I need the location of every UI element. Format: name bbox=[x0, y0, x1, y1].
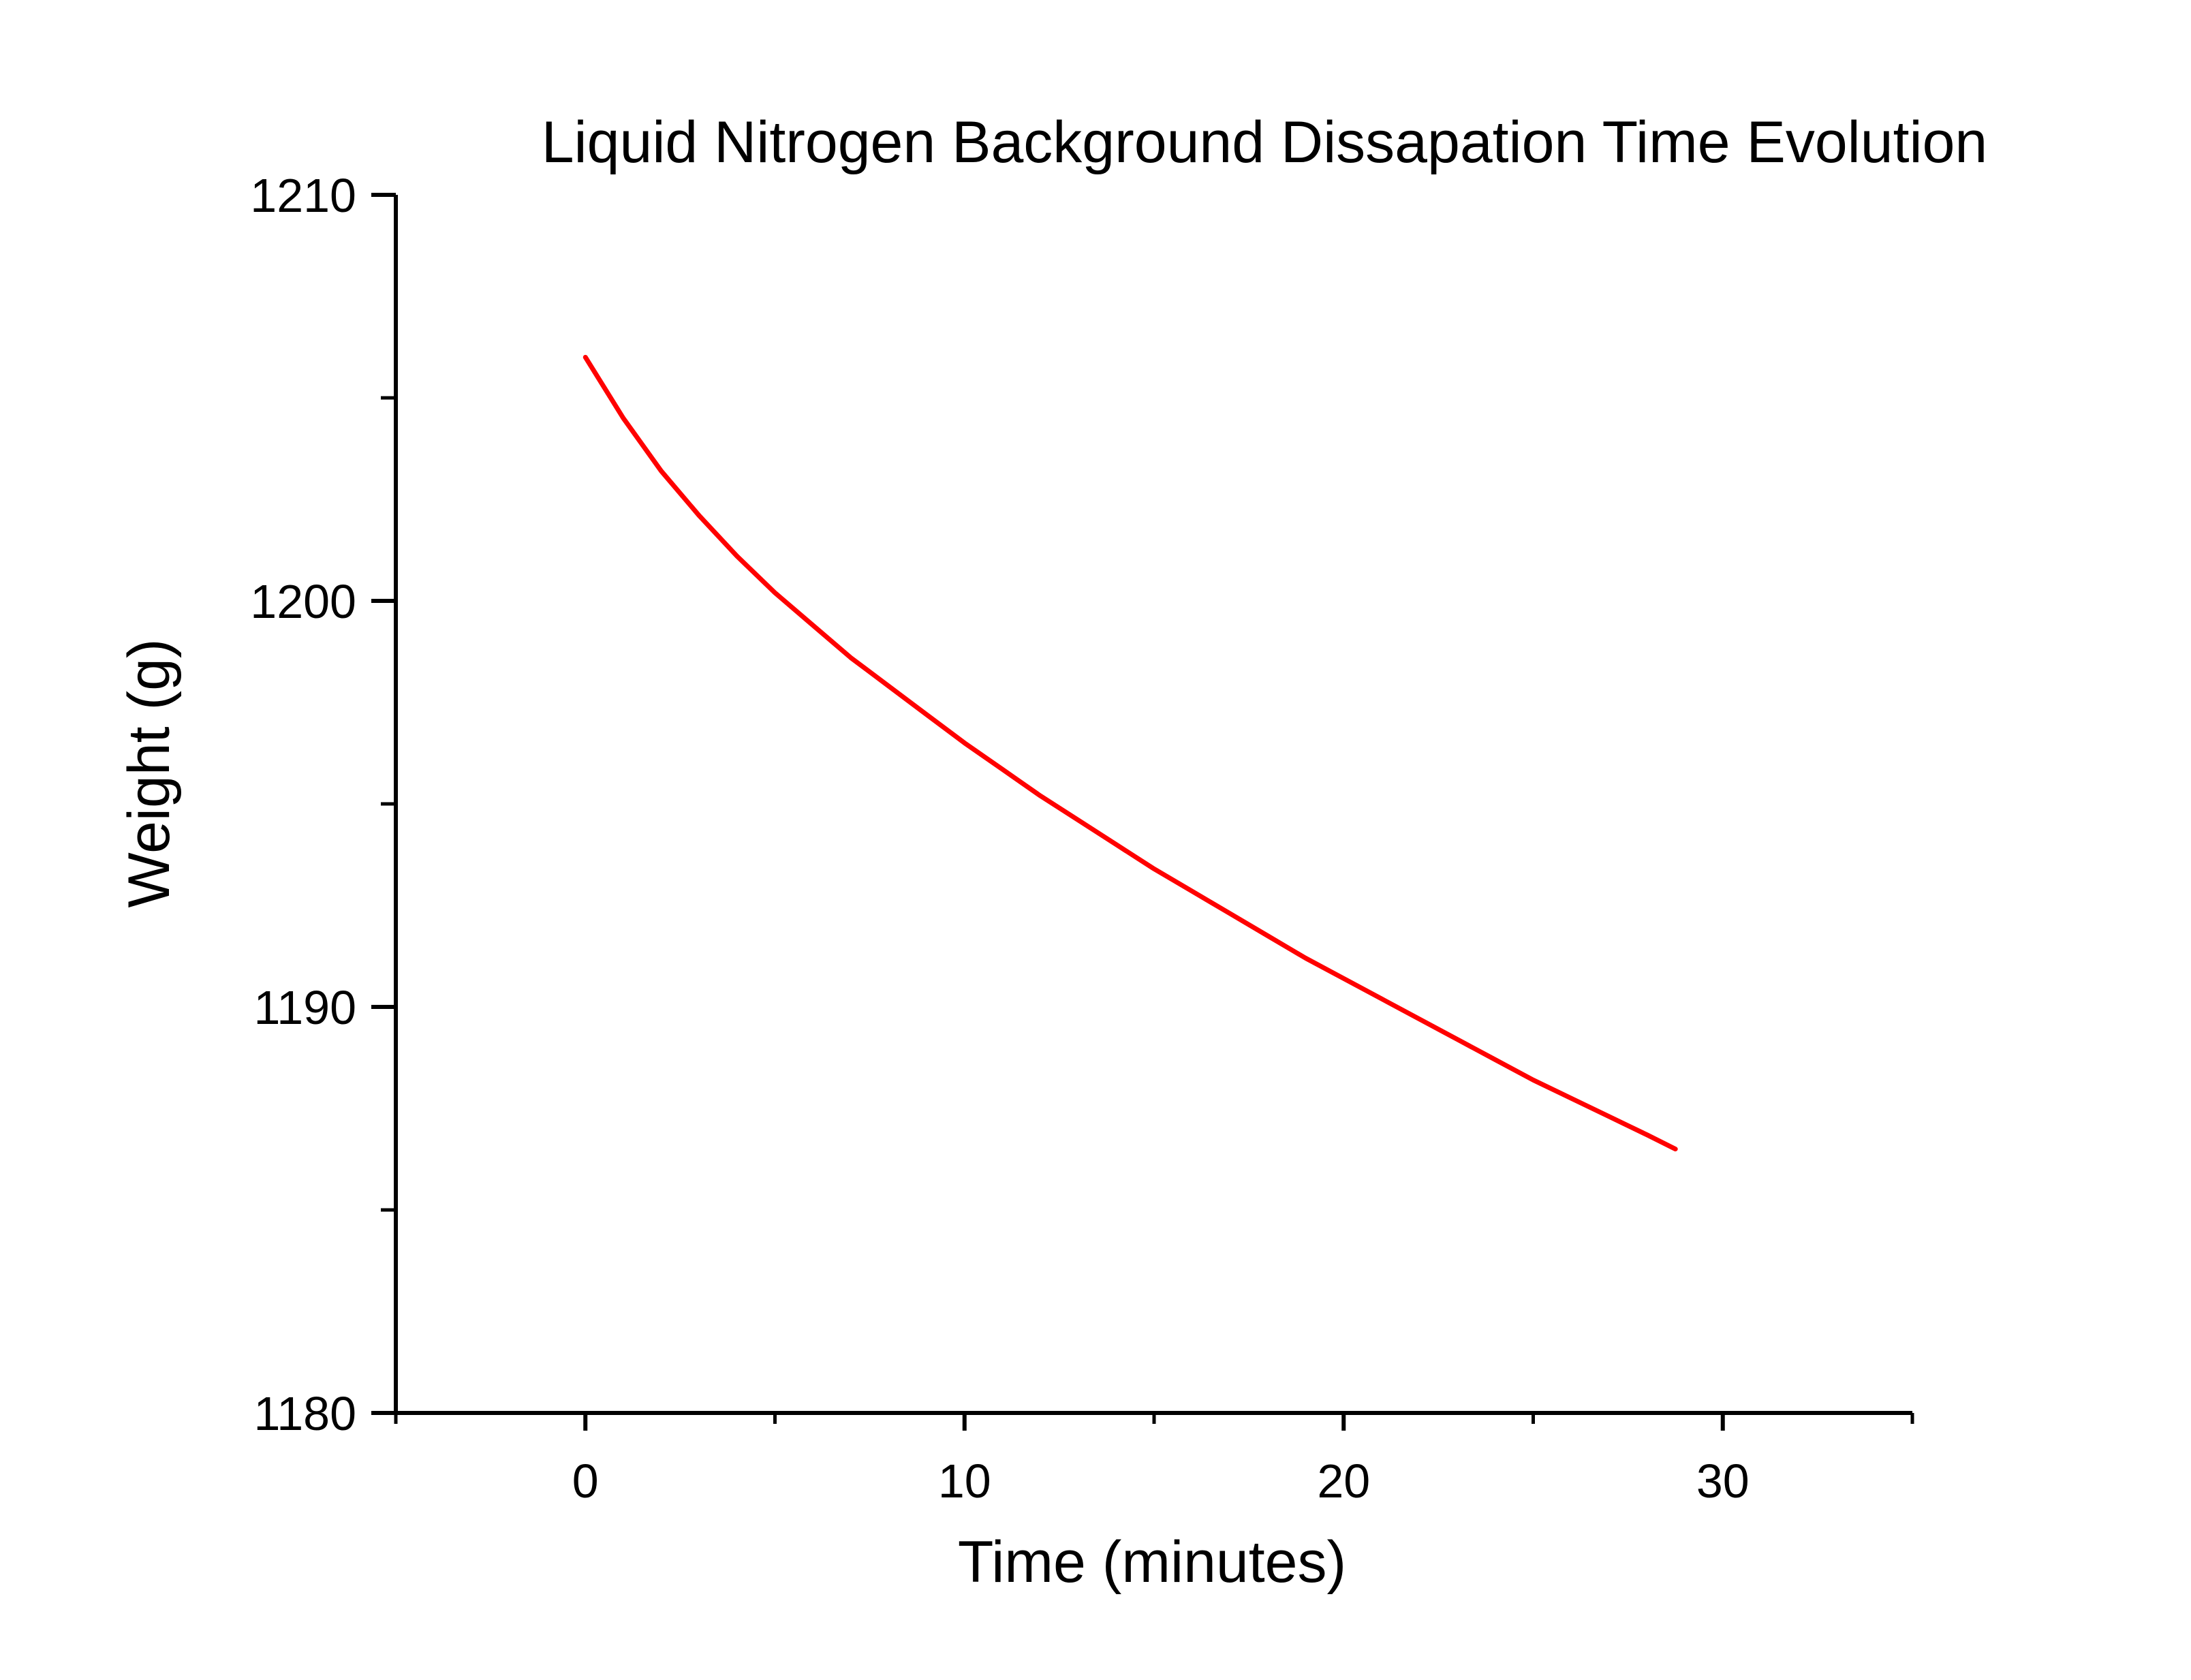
x-tick-label: 30 bbox=[1696, 1455, 1750, 1508]
y-tick-label: 1210 bbox=[250, 169, 356, 222]
x-axis-label: Time (minutes) bbox=[958, 1529, 1346, 1595]
chart-title: Liquid Nitrogen Background Dissapation T… bbox=[542, 110, 1988, 175]
x-tick-label: 10 bbox=[938, 1455, 991, 1508]
axes: 0 10 20 30 1180 1190 1200 1210 bbox=[250, 169, 1914, 1508]
y-tick-label: 1190 bbox=[253, 981, 356, 1034]
y-tick-label: 1200 bbox=[250, 575, 356, 628]
x-tick-label: 0 bbox=[572, 1455, 599, 1508]
x-tick-label: 20 bbox=[1317, 1455, 1370, 1508]
y-axis-label: Weight (g) bbox=[116, 638, 182, 907]
series-line bbox=[582, 354, 1678, 1152]
y-tick-label: 1180 bbox=[253, 1387, 356, 1440]
series-layer bbox=[582, 354, 1678, 1152]
